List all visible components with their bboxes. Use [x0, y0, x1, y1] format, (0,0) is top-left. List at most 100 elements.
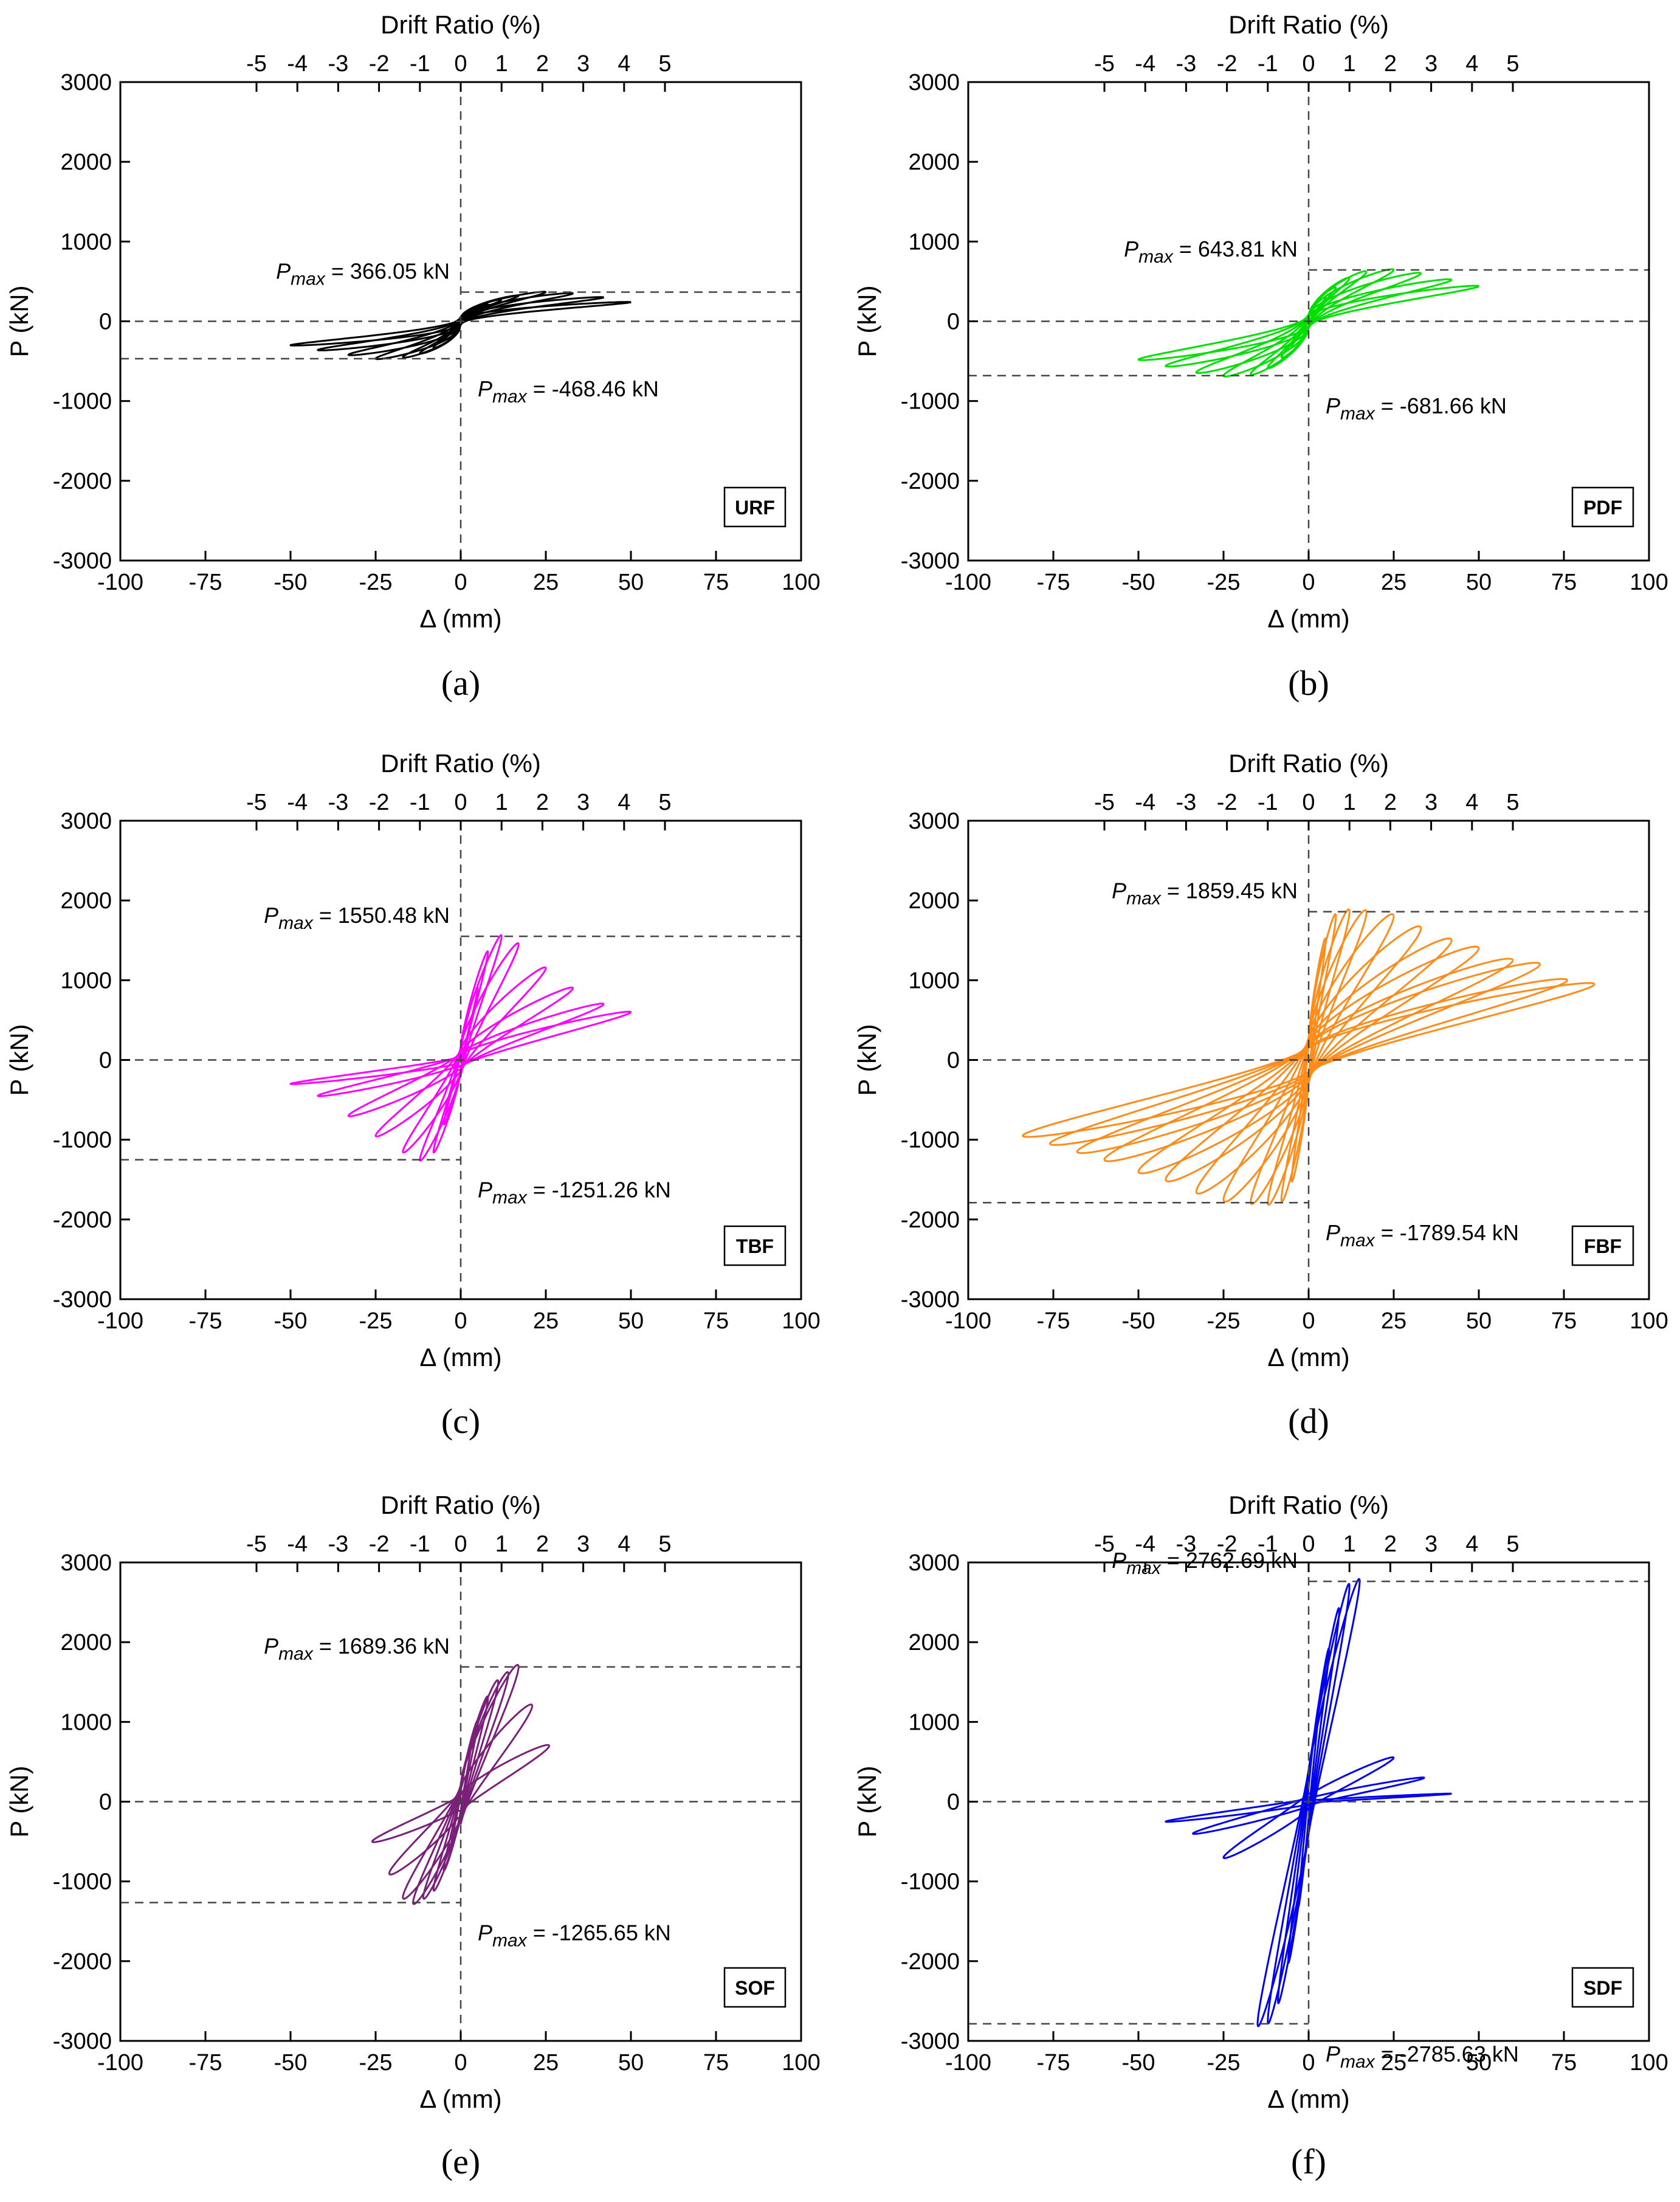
y-tick-label: 3000: [908, 70, 960, 95]
x2-axis-label: Drift Ratio (%): [1228, 1491, 1389, 1519]
panel-sdf: -100 -75 -50 -25 0 25 50 75 1003000200010000-100…: [853, 1491, 1668, 2181]
loop-cycle: [1137, 285, 1480, 361]
x-tick-label: 75: [1551, 2050, 1577, 2076]
x2-tick-label: -1: [410, 1531, 430, 1557]
hysteresis-loops: [1137, 268, 1480, 378]
x2-tick-label: 4: [618, 790, 630, 815]
x-axis-label: Δ (mm): [419, 1343, 501, 1372]
y-tick-label: 3000: [60, 70, 112, 95]
x2-tick-label: 4: [618, 51, 630, 77]
x-tick-label: -50: [1122, 570, 1155, 595]
x-tick-label: -100: [97, 2050, 143, 2076]
x2-tick-label: 5: [658, 1531, 671, 1557]
x-tick-label: 50: [1466, 570, 1492, 595]
x-tick-label: -50: [1122, 1308, 1155, 1334]
y-axis-label: P (kN): [5, 1765, 33, 1837]
x-tick-label: 25: [533, 2050, 559, 2076]
pmax-pos-annotation: Pmax = 1550.48 kN: [264, 903, 450, 933]
y-tick-label: -1000: [901, 1869, 960, 1895]
x2-tick-label: 0: [454, 790, 467, 815]
x2-tick-label: -4: [1135, 790, 1155, 815]
x-tick-label: 100: [782, 570, 820, 595]
y-tick-label: 2000: [908, 1630, 960, 1655]
x-tick-label: -75: [1037, 570, 1070, 595]
x2-tick-label: -3: [328, 790, 349, 815]
x2-tick-label: 3: [577, 790, 590, 815]
loop-cycle: [347, 986, 574, 1117]
loop-cycle: [1195, 925, 1422, 1195]
pmax-pos-annotation: Pmax = 1859.45 kN: [1112, 878, 1298, 909]
x2-tick-label: 3: [1425, 51, 1437, 77]
loop-cycle: [402, 942, 520, 1154]
x-axis-label: Δ (mm): [419, 2085, 501, 2113]
specimen-tag: PDF: [1583, 497, 1622, 519]
x-tick-label: -25: [1207, 570, 1241, 595]
loop-cycle: [402, 1664, 520, 1900]
x2-axis-label: Drift Ratio (%): [380, 10, 541, 39]
x2-tick-label: 0: [454, 1531, 467, 1557]
x2-tick-label: 4: [1465, 790, 1478, 815]
y-tick-label: 2000: [60, 888, 112, 914]
x-tick-label: 75: [703, 2050, 729, 2076]
x2-tick-label: 5: [1506, 1531, 1519, 1557]
x2-tick-label: 5: [1506, 790, 1519, 815]
specimen-tag: FBF: [1584, 1235, 1622, 1257]
y-tick-label: 0: [99, 1048, 112, 1074]
x-tick-label: -25: [359, 1308, 393, 1334]
pmax-pos-annotation: Pmax = 2762.69 kN: [1112, 1548, 1298, 1578]
x-tick-label: 100: [1630, 570, 1668, 595]
hysteresis-loops: [1165, 1578, 1453, 2028]
y-tick-label: 1000: [908, 1710, 960, 1735]
x-tick-label: -25: [1207, 2050, 1241, 2076]
x2-tick-label: -4: [287, 1531, 308, 1557]
x2-tick-label: -1: [1258, 790, 1278, 815]
x-tick-label: -100: [97, 1308, 143, 1334]
x2-axis-label: Drift Ratio (%): [380, 1491, 541, 1519]
y-axis-label: P (kN): [5, 285, 33, 357]
y-tick-label: -2000: [901, 1207, 960, 1233]
x-axis-label: Δ (mm): [1267, 604, 1349, 633]
x2-tick-label: -2: [369, 1531, 390, 1557]
x2-tick-label: 0: [1302, 790, 1315, 815]
x-tick-label: 0: [454, 570, 467, 595]
x-tick-label: 50: [1466, 1308, 1492, 1334]
x-tick-label: 75: [703, 570, 729, 595]
x2-tick-label: 4: [618, 1531, 630, 1557]
x-tick-label: 0: [454, 1308, 467, 1334]
x2-tick-label: -2: [369, 51, 390, 77]
x2-tick-label: -5: [246, 1531, 267, 1557]
x-tick-label: 0: [1302, 1308, 1315, 1334]
y-tick-label: 3000: [908, 809, 960, 834]
x2-tick-label: -2: [1217, 51, 1238, 77]
x2-tick-label: 5: [658, 790, 671, 815]
x2-tick-label: 1: [495, 790, 508, 815]
y-axis-label: P (kN): [853, 1765, 881, 1837]
y-tick-label: 2000: [60, 150, 112, 175]
x-tick-label: 25: [1381, 2050, 1406, 2076]
x-tick-label: -75: [1037, 2050, 1070, 2076]
y-tick-label: 1000: [908, 968, 960, 993]
x2-axis-label: Drift Ratio (%): [1228, 749, 1389, 778]
x2-tick-label: 1: [1343, 1531, 1356, 1557]
y-tick-label: 2000: [908, 150, 960, 175]
loop-cycle: [1267, 1582, 1351, 2024]
x2-tick-label: 2: [1384, 1531, 1397, 1557]
x2-tick-label: 1: [495, 51, 508, 77]
x2-tick-label: 3: [577, 1531, 590, 1557]
specimen-tag-box: [1571, 1225, 1634, 1266]
specimen-tag-box: [723, 1225, 787, 1266]
specimen-tag: SDF: [1583, 1977, 1622, 1999]
x-tick-label: -25: [1207, 1308, 1241, 1334]
y-tick-label: 1000: [60, 1710, 112, 1735]
y-tick-label: 1000: [60, 968, 112, 993]
x2-tick-label: 0: [454, 51, 467, 77]
x2-tick-label: -4: [287, 51, 308, 77]
y-tick-label: 0: [99, 309, 112, 335]
loop-cycle: [1277, 1607, 1340, 2004]
y-tick-label: 0: [99, 1790, 112, 1815]
x2-tick-label: 2: [536, 51, 549, 77]
x2-tick-label: -2: [1217, 790, 1238, 815]
x2-tick-label: -3: [328, 1531, 349, 1557]
x-tick-label: 0: [454, 2050, 467, 2076]
y-tick-label: -2000: [901, 469, 960, 494]
